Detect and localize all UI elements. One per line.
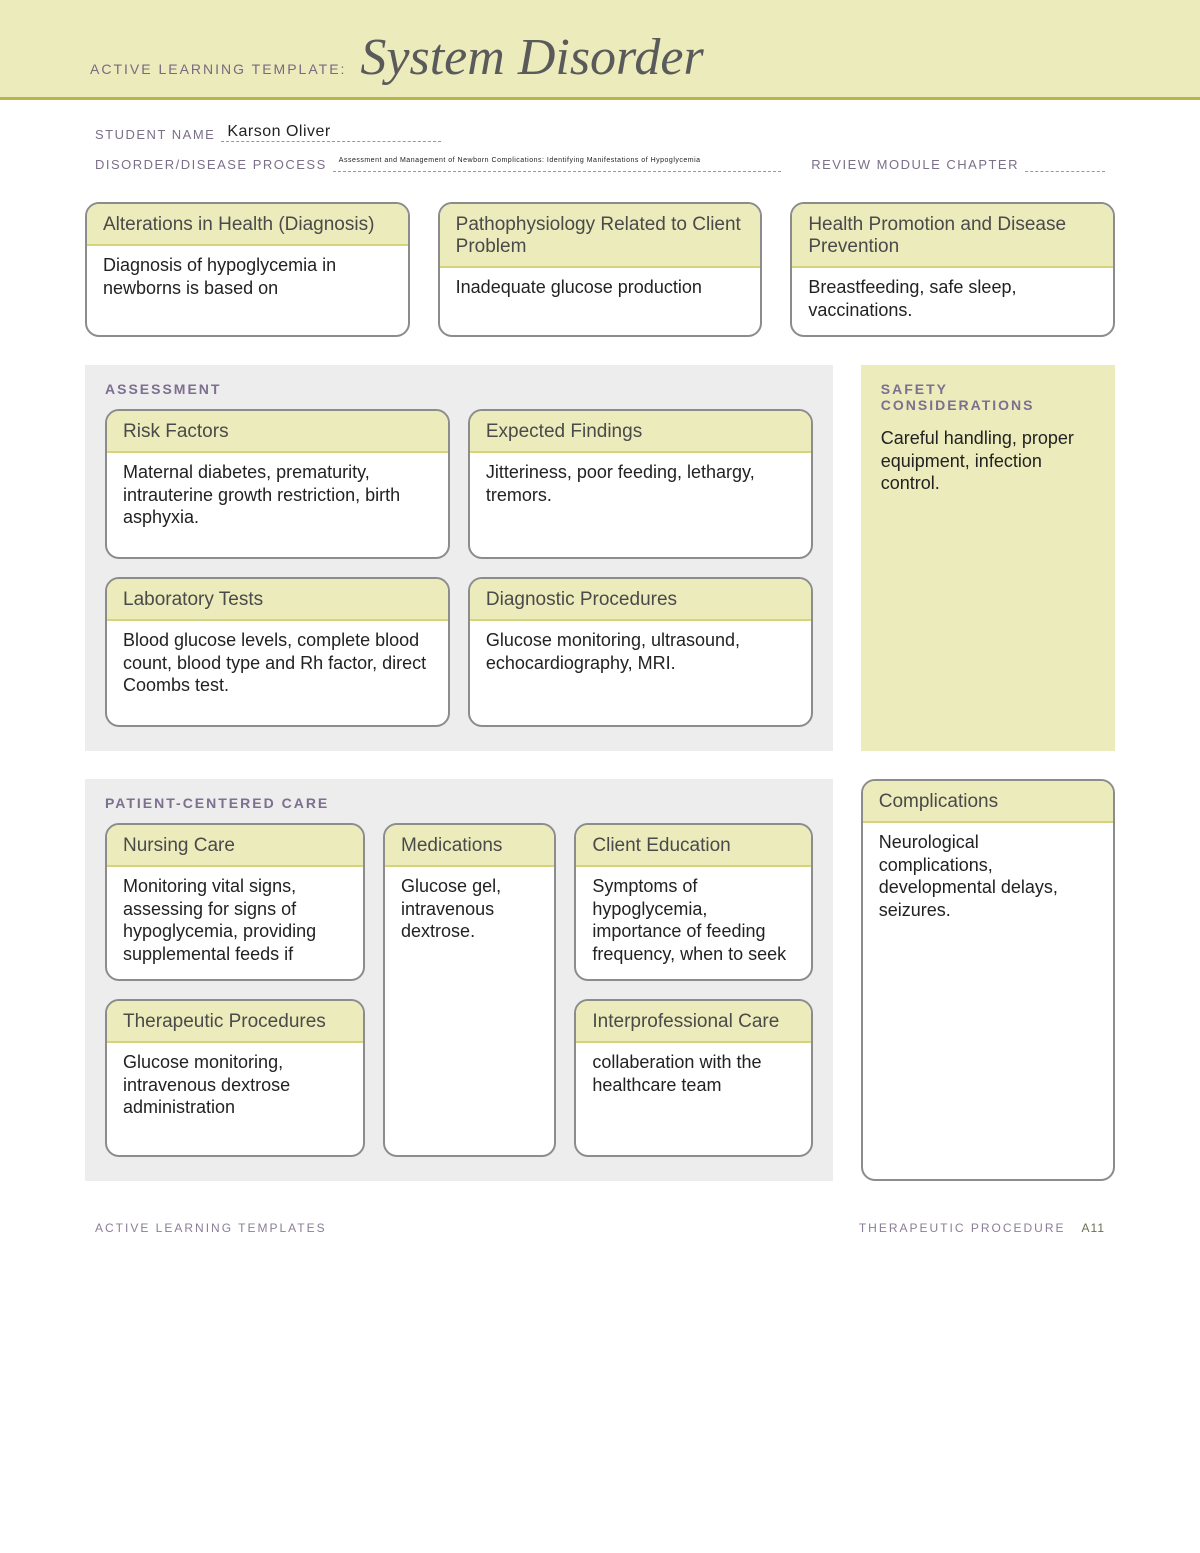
footer-right-label: THERAPEUTIC PROCEDURE xyxy=(859,1221,1066,1235)
card-expected-findings: Expected Findings Jitteriness, poor feed… xyxy=(468,409,813,559)
student-name-field[interactable]: Karson Oliver xyxy=(221,122,441,142)
safety-panel: SAFETY CONSIDERATIONS Careful handling, … xyxy=(861,365,1115,751)
row-bot: PATIENT-CENTERED CARE Nursing Care Monit… xyxy=(85,779,1115,1181)
card-title: Pathophysiology Related to Client Proble… xyxy=(440,204,761,268)
meta-block: STUDENT NAME Karson Oliver DISORDER/DISE… xyxy=(0,100,1200,182)
student-name-label: STUDENT NAME xyxy=(95,127,215,142)
card-risk-factors: Risk Factors Maternal diabetes, prematur… xyxy=(105,409,450,559)
assessment-panel: ASSESSMENT Risk Factors Maternal diabete… xyxy=(85,365,833,751)
card-body[interactable]: Breastfeeding, safe sleep, vaccinations. xyxy=(792,268,1113,335)
card-body[interactable]: Blood glucose levels, complete blood cou… xyxy=(107,621,448,725)
chapter-label: REVIEW MODULE CHAPTER xyxy=(811,157,1019,172)
card-title: Risk Factors xyxy=(107,411,448,453)
pcc-panel: PATIENT-CENTERED CARE Nursing Care Monit… xyxy=(85,779,833,1181)
card-body[interactable]: Diagnosis of hypoglycemia in newborns is… xyxy=(87,246,408,335)
card-body[interactable]: Jitteriness, poor feeding, lethargy, tre… xyxy=(470,453,811,557)
card-diagnostic-procedures: Diagnostic Procedures Glucose monitoring… xyxy=(468,577,813,727)
chapter-field[interactable] xyxy=(1025,152,1105,172)
card-title: Alterations in Health (Diagnosis) xyxy=(87,204,408,246)
card-body[interactable]: Inadequate glucose production xyxy=(440,268,761,335)
card-title: Client Education xyxy=(576,825,810,867)
banner-title: System Disorder xyxy=(360,28,703,87)
row-mid: ASSESSMENT Risk Factors Maternal diabete… xyxy=(85,365,1115,751)
card-medications: Medications Glucose gel, intravenous dex… xyxy=(383,823,556,1157)
card-laboratory-tests: Laboratory Tests Blood glucose levels, c… xyxy=(105,577,450,727)
card-title: Health Promotion and Disease Prevention xyxy=(792,204,1113,268)
panel-title: ASSESSMENT xyxy=(105,381,813,397)
card-body[interactable]: Neurological complications, developmenta… xyxy=(863,823,1113,1179)
card-client-education: Client Education Symptoms of hypoglycemi… xyxy=(574,823,812,981)
panel-title: SAFETY CONSIDERATIONS xyxy=(881,381,1095,413)
card-title: Complications xyxy=(863,781,1113,823)
card-title: Interprofessional Care xyxy=(576,1001,810,1043)
banner-label: ACTIVE LEARNING TEMPLATE: xyxy=(90,61,346,77)
card-body[interactable]: Glucose monitoring, ultrasound, echocard… xyxy=(470,621,811,725)
card-body[interactable]: Monitoring vital signs, assessing for si… xyxy=(107,867,363,979)
card-body[interactable]: Symptoms of hypoglycemia, importance of … xyxy=(576,867,810,979)
card-interprofessional-care: Interprofessional Care collaberation wit… xyxy=(574,999,812,1157)
card-title: Laboratory Tests xyxy=(107,579,448,621)
card-body[interactable]: collaberation with the healthcare team xyxy=(576,1043,810,1155)
card-alterations: Alterations in Health (Diagnosis) Diagno… xyxy=(85,202,410,337)
row-top: Alterations in Health (Diagnosis) Diagno… xyxy=(85,202,1115,337)
disorder-label: DISORDER/DISEASE PROCESS xyxy=(95,157,327,172)
page: ACTIVE LEARNING TEMPLATE: System Disorde… xyxy=(0,0,1200,1275)
card-title: Expected Findings xyxy=(470,411,811,453)
card-body[interactable]: Glucose monitoring, intravenous dextrose… xyxy=(107,1043,363,1155)
content: Alterations in Health (Diagnosis) Diagno… xyxy=(0,182,1200,1181)
card-title: Therapeutic Procedures xyxy=(107,1001,363,1043)
card-pathophysiology: Pathophysiology Related to Client Proble… xyxy=(438,202,763,337)
footer-page: A11 xyxy=(1082,1221,1105,1235)
banner: ACTIVE LEARNING TEMPLATE: System Disorde… xyxy=(0,0,1200,100)
footer-right: THERAPEUTIC PROCEDURE A11 xyxy=(859,1221,1105,1235)
disorder-field[interactable]: Assessment and Management of Newborn Com… xyxy=(333,152,781,172)
card-title: Medications xyxy=(385,825,554,867)
card-body[interactable]: Maternal diabetes, prematurity, intraute… xyxy=(107,453,448,557)
footer: ACTIVE LEARNING TEMPLATES THERAPEUTIC PR… xyxy=(0,1181,1200,1235)
card-nursing-care: Nursing Care Monitoring vital signs, ass… xyxy=(105,823,365,981)
safety-body[interactable]: Careful handling, proper equipment, infe… xyxy=(881,425,1095,495)
card-title: Nursing Care xyxy=(107,825,363,867)
panel-title: PATIENT-CENTERED CARE xyxy=(105,795,813,811)
card-title: Diagnostic Procedures xyxy=(470,579,811,621)
card-body[interactable]: Glucose gel, intravenous dextrose. xyxy=(385,867,554,1155)
card-health-promotion: Health Promotion and Disease Prevention … xyxy=(790,202,1115,337)
card-therapeutic-procedures: Therapeutic Procedures Glucose monitorin… xyxy=(105,999,365,1157)
card-complications: Complications Neurological complications… xyxy=(861,779,1115,1181)
footer-left: ACTIVE LEARNING TEMPLATES xyxy=(95,1221,327,1235)
